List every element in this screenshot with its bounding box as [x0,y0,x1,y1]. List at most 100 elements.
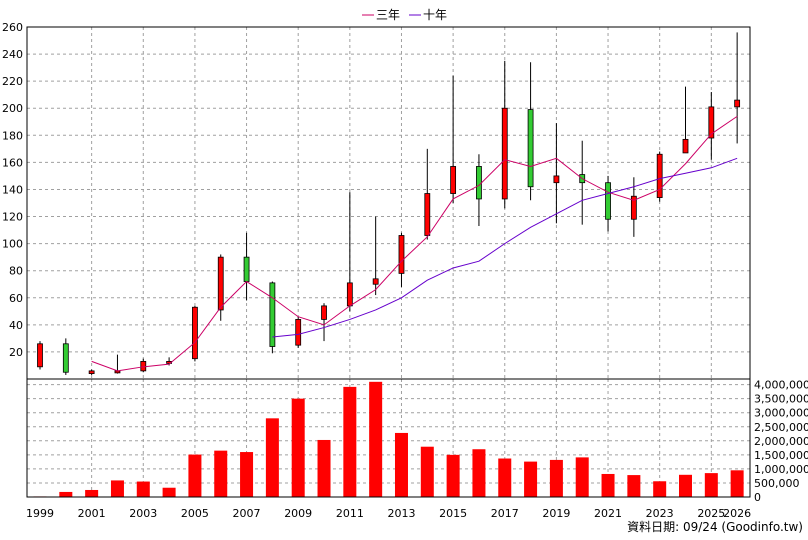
price-y-tick-label: 240 [2,48,23,61]
volume-bar-2018 [524,461,538,497]
volume-bar-2012 [369,381,383,497]
volume-bar-2006 [214,450,228,497]
candle-body [553,175,560,184]
data-date-credit: 資料日期: 09/24 (Goodinfo.tw) [627,520,803,534]
price-y-tick-label: 120 [2,211,23,224]
x-tick-label-2009: 2009 [284,507,312,520]
candle-body [192,306,198,360]
candle-2001 [88,369,95,375]
candle-2000 [62,338,69,375]
price-y-tick-label: 200 [2,102,23,115]
candle-1999 [37,341,43,370]
price-y-tick-label: 220 [2,75,23,88]
candle-body [424,193,431,236]
candle-2024 [682,86,689,154]
volume-y-tick-label: 0 [754,491,761,504]
volume-bar-2017 [498,458,512,497]
candle-body [605,182,611,220]
volume-y-tick-label: 1,000,000 [754,463,808,476]
candle-body [346,282,353,307]
volume-bar-2024 [679,474,692,497]
volume-bar-2003 [136,481,150,497]
candle-body [321,305,327,320]
price-y-tick-label: 140 [2,183,23,196]
volume-bar-2008 [265,418,279,497]
x-tick-label-2025: 2025 [697,507,725,520]
moving-average-lines [91,115,738,372]
volume-bar-2002 [110,480,124,497]
x-tick-label-2017: 2017 [491,507,519,520]
volume-y-tick-label: 3,000,000 [754,407,808,420]
volume-y-tick-label: 2,500,000 [754,421,808,434]
candle-2023 [656,151,663,202]
price-y-tick-label: 20 [9,346,23,359]
price-y-tick-label: 260 [2,21,23,34]
price-y-tick-label: 100 [2,238,23,251]
legend-label-ten-year: 十年 [423,8,447,22]
volume-y-tick-label: 4,000,000 [754,379,808,392]
volume-panel: 0500,0001,000,0001,500,0002,000,0002,500… [26,378,808,504]
volume-y-tick-label: 3,500,000 [754,393,808,406]
candle-2017 [501,60,508,209]
candle-body [37,343,43,368]
candle-2012 [372,216,379,296]
candle-2019 [553,123,560,224]
x-tick-label-2007: 2007 [233,507,261,520]
candle-body [527,109,534,188]
volume-bar-2010 [317,439,331,497]
ten-year-line [272,157,738,338]
candle-2025 [708,91,715,160]
price-y-tick-label: 160 [2,156,23,169]
candle-body [398,235,405,274]
candle-2021 [605,175,611,232]
candle-2018 [527,62,534,201]
candle-body [243,256,250,282]
volume-bar-2014 [420,446,434,497]
x-tick-label-2019: 2019 [542,507,570,520]
volume-bar-2025 [704,473,718,497]
volume-bar-2026 [730,470,744,497]
candle-body [734,99,741,108]
volume-bar-2005 [188,454,202,497]
price-y-tick-label: 40 [9,319,23,332]
volume-bar-2009 [291,398,305,497]
candle-body [630,195,637,220]
price-y-axis-ticks: 20 40 60 80 100 120 140 160 180 200 220 240 260 [2,21,23,359]
volume-bar-2022 [627,475,641,497]
volume-bar-2001 [85,489,99,497]
x-tick-label-2026: 2026 [723,507,751,520]
volume-bar-2021 [601,473,615,497]
volume-bar-2007 [240,452,254,497]
candle-body [372,278,379,285]
volume-bar-2016 [472,449,486,497]
volume-bar-2013 [394,432,408,497]
candle-body [476,166,482,200]
candle-body [217,256,224,311]
candle-body [708,106,715,139]
price-y-tick-label: 80 [9,265,23,278]
volume-plot-frame [26,378,751,498]
volume-y-tick-label: 500,000 [754,477,800,490]
candle-2006 [217,254,224,321]
candle-body [656,153,663,198]
x-tick-label-2003: 2003 [129,507,157,520]
volume-bars [33,381,744,498]
x-axis-ticks: 1999 2001 2003 2005 2007 2009 2011 2013 2015 2017… [26,507,751,520]
candle-body [62,343,69,373]
volume-bar-2020 [575,457,589,497]
volume-y-tick-label: 1,500,000 [754,449,808,462]
x-tick-label-2001: 2001 [78,507,106,520]
candle-2026 [734,32,741,144]
volume-bar-2000 [59,491,73,497]
candle-body [682,138,689,154]
volume-y-axis-ticks: 0500,0001,000,0001,500,0002,000,0002,500… [754,379,808,504]
candle-2009 [295,316,302,348]
candle-2015 [450,75,457,203]
legend-label-three-year: 三年 [376,8,400,22]
volume-y-tick-label: 2,000,000 [754,435,808,448]
volume-bar-2019 [549,459,563,497]
candle-2005 [192,305,198,362]
candle-2014 [424,148,431,240]
x-tick-label-2015: 2015 [439,507,467,520]
x-tick-label-2005: 2005 [181,507,209,520]
